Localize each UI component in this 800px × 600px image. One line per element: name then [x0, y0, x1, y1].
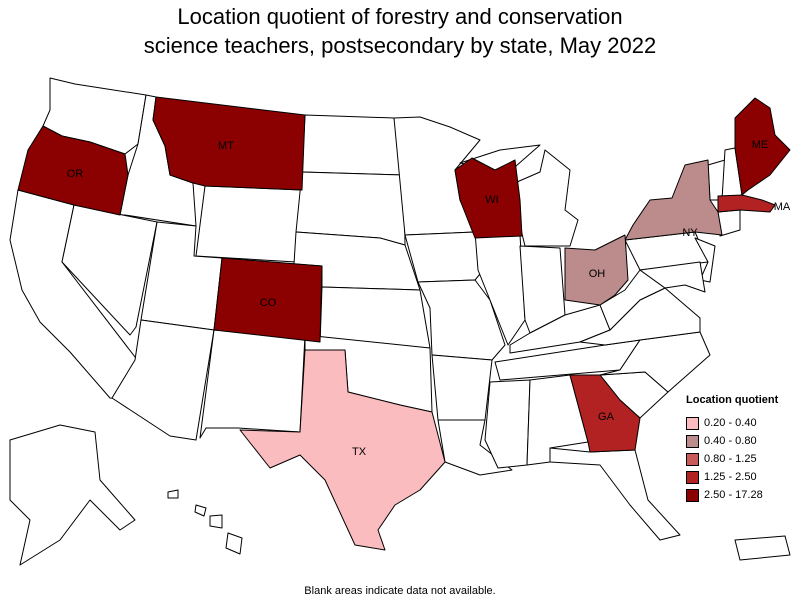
state-mt[interactable]	[152, 96, 306, 191]
state-fl[interactable]	[549, 447, 681, 541]
state-label-wi: WI	[485, 194, 498, 206]
state-label-or: OR	[67, 168, 84, 180]
legend-label: 0.40 - 0.80	[704, 435, 757, 447]
legend-item: 0.80 - 1.25	[686, 450, 798, 468]
state-label-tx: TX	[352, 446, 367, 458]
state-label-ny: NY	[682, 227, 698, 239]
state-wy[interactable]	[195, 185, 303, 263]
state-nd[interactable]	[301, 114, 405, 176]
territory-pr[interactable]	[734, 535, 791, 561]
legend-swatch	[686, 416, 699, 430]
legend-title: Location quotient	[686, 394, 779, 406]
footnote: Blank areas indicate data not available.	[304, 585, 496, 597]
legend-label: 0.20 - 0.40	[704, 417, 757, 429]
map-title-line-2: science teachers, postsecondary by state…	[143, 33, 657, 58]
state-label-ga: GA	[598, 411, 615, 423]
state-or[interactable]	[17, 125, 129, 216]
state-az[interactable]	[111, 319, 215, 441]
state-nj[interactable]	[694, 237, 716, 283]
state-ar[interactable]	[431, 354, 493, 421]
legend-item: 2.50 - 17.28	[686, 486, 798, 504]
state-oh[interactable]	[564, 234, 629, 306]
state-ms[interactable]	[484, 379, 531, 469]
legend-label: 0.80 - 1.25	[704, 453, 757, 465]
blank-states	[9, 77, 791, 566]
legend-item: 0.20 - 0.40	[686, 414, 798, 432]
legend-swatch	[686, 470, 699, 484]
map-title: Location quotient of forestry and conser…	[0, 2, 800, 60]
state-hi[interactable]	[167, 489, 243, 555]
legend-swatch	[686, 434, 699, 448]
legend-label: 2.50 - 17.28	[704, 489, 763, 501]
state-md[interactable]	[639, 261, 706, 293]
state-me[interactable]	[734, 97, 791, 196]
state-label-mt: MT	[218, 140, 234, 152]
legend-item: 1.25 - 2.50	[686, 468, 798, 486]
state-ak[interactable]	[9, 424, 136, 566]
map-title-line-1: Location quotient of forestry and conser…	[177, 4, 623, 29]
state-wi[interactable]	[454, 157, 523, 239]
state-label-co: CO	[260, 297, 277, 309]
state-ga[interactable]	[569, 374, 641, 453]
state-nm[interactable]	[199, 329, 306, 439]
state-co[interactable]	[213, 257, 323, 343]
state-mo[interactable]	[417, 279, 506, 361]
legend: Location quotient 0.20 - 0.40 0.40 - 0.8…	[686, 394, 798, 504]
state-tx[interactable]	[239, 349, 446, 551]
state-nv[interactable]	[61, 204, 158, 336]
state-label-ma: MA	[774, 201, 791, 213]
state-ma[interactable]	[717, 194, 776, 213]
state-label-me: ME	[752, 139, 769, 151]
legend-item: 0.40 - 0.80	[686, 432, 798, 450]
state-ny[interactable]	[624, 159, 723, 241]
state-label-oh: OH	[589, 268, 606, 280]
legend-swatch	[686, 488, 699, 502]
legend-swatch	[686, 452, 699, 466]
legend-label: 1.25 - 2.50	[704, 471, 757, 483]
